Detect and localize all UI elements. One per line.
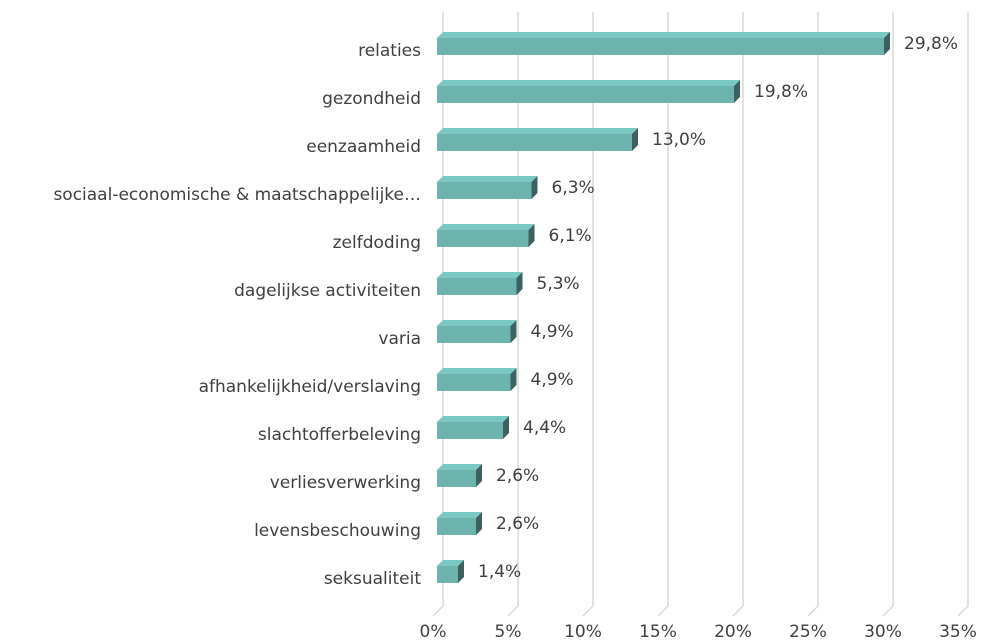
grid-line <box>732 12 744 617</box>
value-label: 6,1% <box>549 226 592 246</box>
value-label: 4,9% <box>531 322 574 342</box>
value-label: 6,3% <box>552 178 595 198</box>
bar <box>437 272 523 295</box>
grid-line <box>582 12 594 617</box>
y-tick-label: sociaal-economische & maatschappelijke… <box>53 185 421 205</box>
bar-front <box>437 134 632 151</box>
bar <box>437 128 638 151</box>
grid-line <box>657 12 669 617</box>
x-tick-label: 15% <box>639 622 677 642</box>
bar <box>437 224 535 247</box>
y-tick-label: slachtofferbeleving <box>258 425 421 445</box>
bar <box>437 464 482 487</box>
bar-top <box>437 224 535 230</box>
y-tick-label: levensbeschouwing <box>254 521 421 541</box>
bar <box>437 32 890 55</box>
bar <box>437 320 517 343</box>
bar-front <box>437 470 476 487</box>
bar-front <box>437 422 503 439</box>
value-label: 4,9% <box>531 370 574 390</box>
bar-top <box>437 464 482 470</box>
bar-side <box>510 320 517 343</box>
bar-side <box>734 80 740 103</box>
bar <box>437 80 740 103</box>
bar-top <box>437 176 538 182</box>
y-tick-label: seksualiteit <box>324 569 422 589</box>
bar-side <box>476 512 482 535</box>
bar <box>437 512 482 535</box>
value-label: 2,6% <box>496 466 539 486</box>
bar-side <box>632 128 638 151</box>
value-label: 1,4% <box>478 562 521 582</box>
y-tick-label: gezondheid <box>322 89 421 109</box>
bar-side <box>503 416 509 439</box>
value-label: 13,0% <box>652 130 706 150</box>
bar-front <box>437 326 511 343</box>
y-tick-label: dagelijkse activiteiten <box>234 281 421 301</box>
grid-line <box>507 12 519 617</box>
bar-front <box>437 566 458 583</box>
bar-front <box>437 374 511 391</box>
bar-front <box>437 86 734 103</box>
y-tick-label: zelfdoding <box>333 233 421 253</box>
value-label: 4,4% <box>523 418 566 438</box>
value-label: 29,8% <box>904 34 958 54</box>
y-tick-label: varia <box>378 329 421 349</box>
bar <box>437 368 517 391</box>
bar-top <box>437 512 482 518</box>
x-tick-label: 35% <box>939 622 977 642</box>
bar <box>437 560 464 583</box>
bar-top <box>437 416 509 422</box>
bar-top <box>437 128 638 134</box>
y-tick-label: relaties <box>358 41 421 61</box>
x-tick-label: 5% <box>495 622 522 642</box>
bar-front <box>437 230 529 247</box>
bar-top <box>437 272 523 278</box>
grid-line <box>432 12 444 617</box>
bar-top <box>437 32 890 38</box>
grid-line <box>807 12 819 617</box>
value-label: 19,8% <box>754 82 808 102</box>
grid-line <box>957 12 969 617</box>
bar-side <box>531 176 538 199</box>
bar-front <box>437 278 517 295</box>
bar-side <box>476 464 482 487</box>
bar-side <box>510 368 517 391</box>
bar-front <box>437 518 476 535</box>
x-tick-label: 25% <box>789 622 827 642</box>
bar-side <box>528 224 535 247</box>
value-label: 5,3% <box>537 274 580 294</box>
x-tick-label: 10% <box>564 622 602 642</box>
bar-side <box>458 560 464 583</box>
bar-front <box>437 38 884 55</box>
y-tick-label: verliesverwerking <box>270 473 421 493</box>
y-tick-label: eenzaamheid <box>306 137 421 157</box>
x-tick-label: 20% <box>714 622 752 642</box>
value-label: 2,6% <box>496 514 539 534</box>
bar-top <box>437 368 517 374</box>
grid-line <box>882 12 894 617</box>
y-tick-label: afhankelijkheid/verslaving <box>199 377 421 397</box>
bar <box>437 416 509 439</box>
bar-side <box>884 32 890 55</box>
bar-top <box>437 320 517 326</box>
bar-side <box>516 272 523 295</box>
bar-top <box>437 560 464 566</box>
bar-front <box>437 182 532 199</box>
x-tick-label: 30% <box>864 622 902 642</box>
bar-top <box>437 80 740 86</box>
x-tick-label: 0% <box>420 622 447 642</box>
bar <box>437 176 538 199</box>
